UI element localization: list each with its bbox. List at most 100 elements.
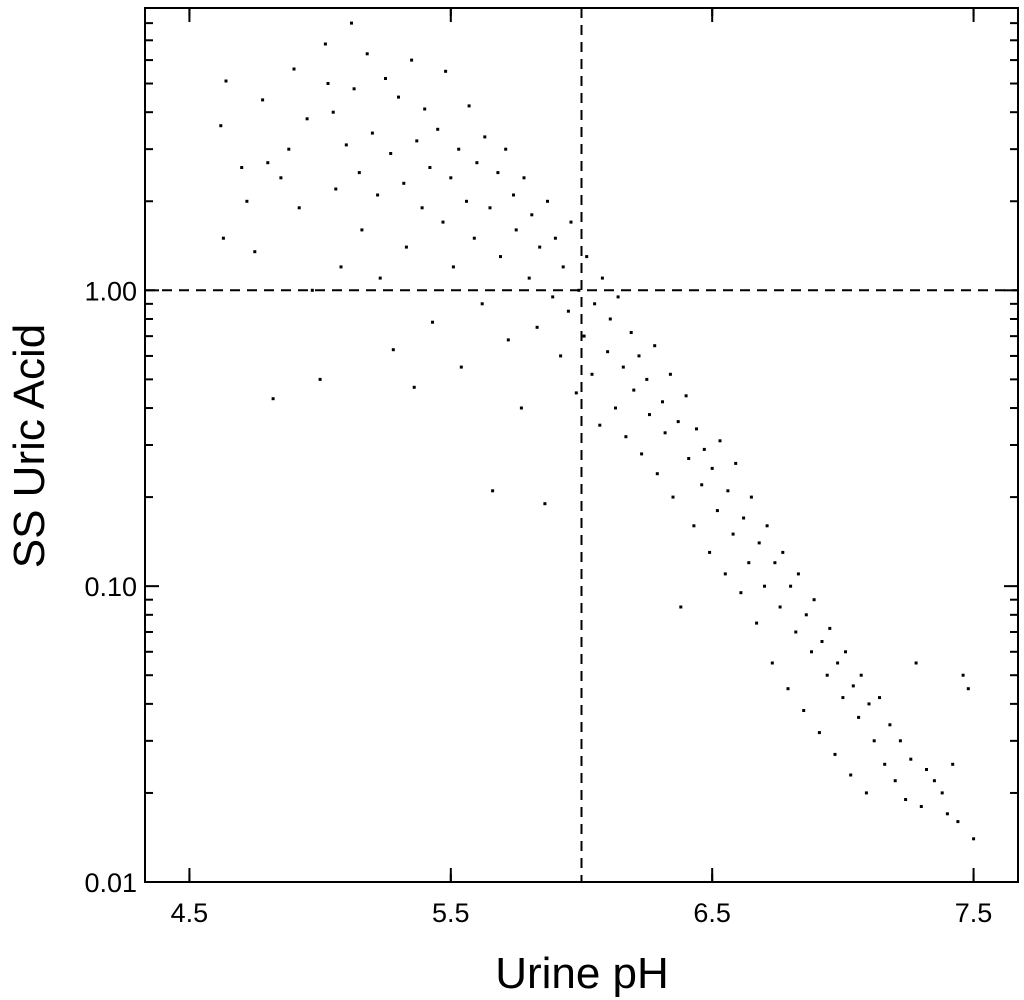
data-point xyxy=(614,406,617,410)
data-point xyxy=(350,21,353,25)
data-point xyxy=(676,420,680,424)
data-point xyxy=(472,236,476,240)
data-point xyxy=(441,220,445,224)
data-point xyxy=(519,406,523,410)
data-point xyxy=(420,206,424,210)
data-point xyxy=(608,317,612,321)
data-point xyxy=(747,561,751,565)
data-point xyxy=(904,798,908,801)
data-point xyxy=(224,79,228,83)
data-point xyxy=(496,171,500,175)
data-point xyxy=(305,117,309,121)
data-point xyxy=(844,650,847,654)
data-point xyxy=(702,447,706,451)
data-point xyxy=(695,427,698,431)
data-point xyxy=(465,199,468,203)
data-point xyxy=(864,791,868,795)
x-tick-label: 5.5 xyxy=(432,898,470,928)
data-point xyxy=(671,495,675,499)
data-point xyxy=(632,388,636,392)
data-point xyxy=(692,524,696,528)
data-point xyxy=(431,320,434,324)
data-point xyxy=(828,626,832,630)
data-point xyxy=(825,673,829,677)
data-point xyxy=(297,206,301,210)
data-point xyxy=(253,250,257,254)
data-point xyxy=(488,206,492,210)
data-point xyxy=(734,461,738,465)
data-point xyxy=(261,98,265,102)
data-point xyxy=(893,779,897,783)
data-point xyxy=(527,276,531,280)
y-tick-label: 1.00 xyxy=(84,276,137,306)
data-point xyxy=(546,199,549,203)
data-point xyxy=(655,472,659,476)
data-point xyxy=(637,354,641,358)
data-point xyxy=(410,58,414,62)
data-points xyxy=(219,21,976,841)
data-point xyxy=(543,502,547,506)
data-point xyxy=(781,550,785,554)
data-point xyxy=(412,385,416,389)
data-point xyxy=(778,605,782,609)
y-tick-label: 0.01 xyxy=(84,868,137,898)
x-tick-label: 6.5 xyxy=(693,898,731,928)
data-point xyxy=(467,104,471,108)
data-point xyxy=(574,391,578,395)
data-point xyxy=(585,255,589,259)
data-point xyxy=(859,673,863,677)
x-tick-label: 7.5 xyxy=(955,898,993,928)
data-point xyxy=(857,715,861,719)
data-point xyxy=(428,166,432,169)
data-point xyxy=(352,87,356,91)
data-point xyxy=(914,661,918,665)
data-point xyxy=(867,702,871,706)
data-point xyxy=(389,152,393,155)
data-point xyxy=(616,295,620,299)
data-point xyxy=(334,187,338,191)
data-point xyxy=(789,584,793,588)
data-point xyxy=(718,439,722,443)
data-point xyxy=(376,193,380,197)
data-point xyxy=(932,779,936,783)
data-point xyxy=(331,110,335,114)
data-point xyxy=(436,127,440,131)
data-point xyxy=(397,95,400,99)
data-point xyxy=(700,483,704,487)
data-point xyxy=(323,42,327,46)
y-tick-label: 0.10 xyxy=(84,572,137,602)
data-point xyxy=(266,161,270,165)
data-point xyxy=(590,372,594,376)
plot-frame xyxy=(144,7,1019,883)
data-point xyxy=(559,354,563,358)
data-point xyxy=(504,147,508,151)
data-point xyxy=(802,709,806,712)
data-point xyxy=(219,124,223,128)
data-point xyxy=(663,431,667,435)
data-point xyxy=(742,516,746,520)
data-point xyxy=(640,452,644,456)
data-point xyxy=(851,684,855,688)
data-point xyxy=(773,561,777,565)
data-point xyxy=(940,791,944,795)
data-point xyxy=(538,245,542,249)
data-point xyxy=(292,67,296,71)
data-point xyxy=(966,687,970,691)
data-point xyxy=(365,52,369,56)
reference-lines xyxy=(145,8,1018,882)
data-point xyxy=(483,135,487,139)
data-point xyxy=(444,69,448,73)
data-point xyxy=(919,805,923,808)
data-point xyxy=(883,762,887,766)
data-point xyxy=(415,139,419,143)
data-point xyxy=(648,413,651,417)
data-point xyxy=(339,265,343,269)
data-point xyxy=(687,457,691,460)
data-point xyxy=(561,265,565,269)
data-point xyxy=(514,228,518,232)
data-point xyxy=(872,739,876,743)
data-point xyxy=(457,147,461,151)
data-point xyxy=(668,372,672,376)
data-point xyxy=(909,757,913,761)
data-point xyxy=(763,584,766,588)
